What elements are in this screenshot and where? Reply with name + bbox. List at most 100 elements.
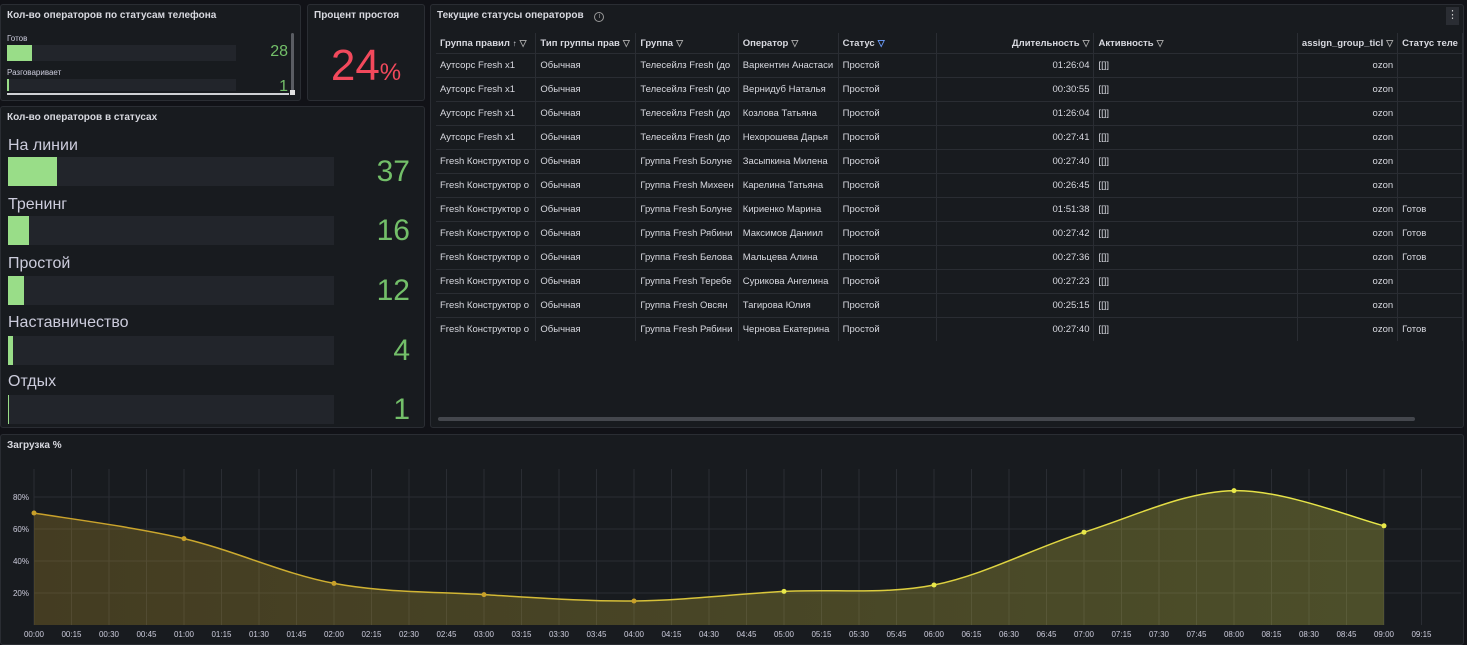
cell-group: Группа Fresh Болуне xyxy=(635,197,739,222)
bar-fill xyxy=(8,216,30,245)
cell-group-type: Обычная xyxy=(535,197,637,222)
cell-group: Телесейлз Fresh (до xyxy=(635,101,739,126)
panel-title-text: Текущие статусы операторов xyxy=(437,10,584,21)
filter-icon[interactable]: ▽ xyxy=(1156,37,1164,48)
cell-rule-group: Fresh Конструктор о xyxy=(436,197,537,222)
cell-status: Простой xyxy=(838,221,938,246)
panel-menu-button[interactable]: ⋮ xyxy=(1446,7,1459,25)
cell-group-type: Обычная xyxy=(535,317,637,341)
y-tick-label: 40% xyxy=(13,557,29,566)
x-tick-label: 00:15 xyxy=(61,630,82,639)
cell-operator: Максимов Даниил xyxy=(738,221,839,246)
table-row[interactable]: Fresh Конструктор о Обычная Группа Fresh Р… xyxy=(436,221,1463,246)
table-row[interactable]: Fresh Конструктор о Обычная Группа Fresh М… xyxy=(436,173,1463,198)
column-header-label: Статус теле xyxy=(1402,37,1458,49)
table-row[interactable]: Fresh Конструктор о Обычная Группа Fresh Б… xyxy=(436,197,1463,222)
filter-icon[interactable]: ▽ xyxy=(1082,37,1090,48)
bar-fill xyxy=(7,79,9,91)
cell-phone-status: Готов xyxy=(1397,317,1463,341)
filter-icon[interactable]: ▽ xyxy=(676,37,684,48)
cell-group-type: Обычная xyxy=(535,125,637,150)
cell-duration: 00:27:41 xyxy=(936,125,1095,150)
panel-title: Загрузка % xyxy=(7,440,62,451)
table-row[interactable]: Fresh Конструктор о Обычная Группа Fresh О… xyxy=(436,293,1463,318)
scrollbar[interactable] xyxy=(291,33,294,91)
filter-icon[interactable]: ▽ xyxy=(622,37,630,48)
status-label: На линии xyxy=(8,137,78,154)
table-row[interactable]: Аутсорс Fresh x1 Обычная Телесейлз Fresh (… xyxy=(436,125,1463,150)
status-value: 16 xyxy=(376,214,410,247)
info-icon[interactable]: i xyxy=(594,12,605,22)
cell-phone-status xyxy=(1397,125,1463,150)
data-point xyxy=(1231,488,1237,494)
load-chart[interactable]: 00:00 00:15 00:30 00:45 01:00 01:15 01:30 01:45… xyxy=(1,435,1464,645)
column-header[interactable]: Тип группы прав ▽ xyxy=(535,33,637,54)
cell-group-type: Обычная xyxy=(535,77,637,102)
resize-handle[interactable] xyxy=(290,90,295,95)
cell-operator: Козлова Татьяна xyxy=(738,101,839,126)
table-row[interactable]: Аутсорс Fresh x1 Обычная Телесейлз Fresh (… xyxy=(436,101,1463,126)
column-header-label: Активность xyxy=(1098,37,1154,49)
x-tick-label: 09:15 xyxy=(1411,630,1432,639)
cell-group: Группа Fresh Овсян xyxy=(635,293,739,318)
x-tick-label: 01:00 xyxy=(174,630,195,639)
sort-asc-icon[interactable]: ↑ xyxy=(512,38,517,48)
cell-phone-status: Готов xyxy=(1397,197,1463,222)
data-point xyxy=(1081,529,1087,535)
cell-assign-group: ozon xyxy=(1297,317,1399,341)
bar-fill xyxy=(8,395,10,424)
column-header[interactable]: assign_group_ticl ▽ xyxy=(1297,33,1399,54)
column-header[interactable]: Оператор ▽ xyxy=(738,33,839,54)
table-row[interactable]: Fresh Конструктор о Обычная Группа Fresh Т… xyxy=(436,269,1463,294)
column-header[interactable]: Статус теле xyxy=(1397,33,1463,54)
column-header-label: Длительность xyxy=(1011,37,1080,49)
table-row[interactable]: Fresh Конструктор о Обычная Группа Fresh Б… xyxy=(436,245,1463,270)
table-row[interactable]: Fresh Конструктор о Обычная Группа Fresh Б… xyxy=(436,149,1463,174)
table-row[interactable]: Аутсорс Fresh x1 Обычная Телесейлз Fresh (… xyxy=(436,77,1463,102)
cell-assign-group: ozon xyxy=(1297,125,1399,150)
column-header[interactable]: Группа ▽ xyxy=(635,33,739,54)
data-point xyxy=(781,588,787,594)
x-tick-label: 08:00 xyxy=(1224,630,1245,639)
cell-assign-group: ozon xyxy=(1297,293,1399,318)
phone-status-bar xyxy=(7,45,236,61)
filter-icon[interactable]: ▽ xyxy=(519,37,527,48)
cell-operator: Сурикова Ангелина xyxy=(738,269,839,294)
cell-activity: [[]] xyxy=(1093,293,1298,318)
cell-group-type: Обычная xyxy=(535,269,637,294)
data-point xyxy=(181,536,187,542)
table-row[interactable]: Fresh Конструктор о Обычная Группа Fresh Р… xyxy=(436,317,1463,341)
cell-activity: [[]] xyxy=(1093,245,1298,270)
x-tick-label: 01:30 xyxy=(249,630,270,639)
filter-icon[interactable]: ▽ xyxy=(1386,37,1394,48)
x-tick-label: 08:15 xyxy=(1261,630,1282,639)
column-header[interactable]: Длительность ▽ xyxy=(936,33,1095,54)
table-row[interactable]: Аутсорс Fresh x1 Обычная Телесейлз Fresh (… xyxy=(436,53,1463,78)
filter-active-icon[interactable]: ▽ xyxy=(877,37,885,48)
idle-percent-value: 24 xyxy=(330,41,380,90)
cell-status: Простой xyxy=(838,173,938,198)
status-label: Простой xyxy=(8,255,71,272)
column-header-label: Группа правил xyxy=(440,37,510,49)
column-header[interactable]: Группа правил ↑ ▽ xyxy=(436,33,537,54)
column-header[interactable]: Статус ▽ xyxy=(838,33,938,54)
cell-duration: 01:26:04 xyxy=(936,101,1095,126)
panel-title: Текущие статусы операторов i xyxy=(437,10,605,22)
x-tick-label: 05:30 xyxy=(849,630,870,639)
column-header-label: Оператор xyxy=(742,37,789,49)
filter-icon[interactable]: ▽ xyxy=(791,37,799,48)
cell-rule-group: Аутсорс Fresh x1 xyxy=(436,101,537,126)
cell-activity: [[]] xyxy=(1093,221,1298,246)
x-tick-label: 00:30 xyxy=(99,630,120,639)
horizontal-scrollbar[interactable] xyxy=(438,417,1415,421)
cell-group-type: Обычная xyxy=(535,101,637,126)
column-header[interactable]: Активность ▽ xyxy=(1093,33,1298,54)
x-tick-label: 06:45 xyxy=(1036,630,1057,639)
panel-title: Кол-во операторов по статусам телефона xyxy=(7,10,217,21)
bar-fill xyxy=(8,336,14,365)
x-tick-label: 05:00 xyxy=(774,630,795,639)
x-tick-label: 03:00 xyxy=(474,630,495,639)
cell-rule-group: Fresh Конструктор о xyxy=(436,317,537,341)
cell-phone-status: Готов xyxy=(1397,245,1463,270)
column-header-label: Тип группы прав xyxy=(540,37,620,49)
